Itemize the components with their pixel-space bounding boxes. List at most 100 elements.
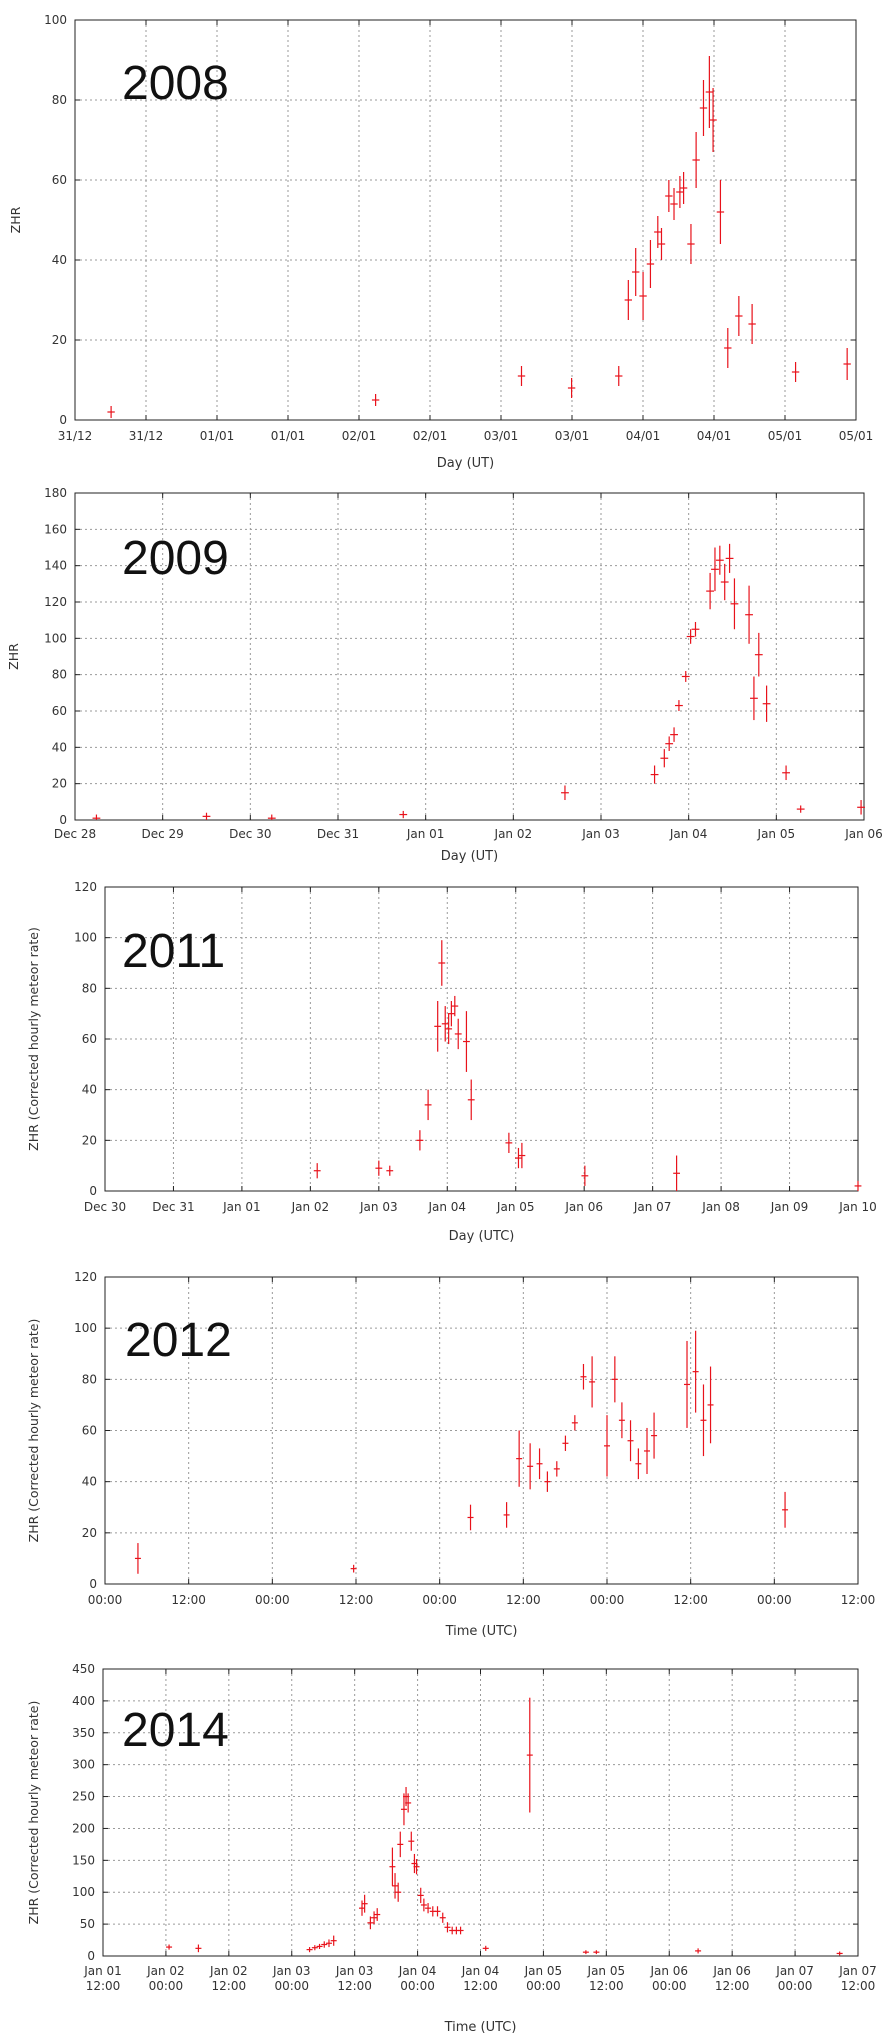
y-tick-label: 40 bbox=[82, 1083, 97, 1097]
data-point bbox=[467, 1504, 474, 1531]
data-point bbox=[311, 1945, 318, 1951]
data-point bbox=[416, 1130, 424, 1151]
x-tick-label: Jan 01 bbox=[222, 1200, 261, 1214]
y-tick-label: 120 bbox=[44, 595, 67, 609]
y-axis-label: ZHR bbox=[6, 643, 21, 670]
data-point bbox=[553, 1461, 560, 1477]
data-point bbox=[670, 188, 678, 220]
data-point bbox=[687, 224, 695, 264]
data-point bbox=[361, 1894, 368, 1913]
x-tick-label: Jan 09 bbox=[770, 1200, 809, 1214]
x-tick-label: Dec 31 bbox=[317, 827, 359, 841]
x-tick-label: Jan 04 bbox=[669, 827, 708, 841]
y-tick-label: 20 bbox=[82, 1133, 97, 1147]
y-tick-label: 100 bbox=[44, 13, 67, 27]
y-tick-label: 120 bbox=[74, 1270, 97, 1284]
series-points bbox=[134, 1330, 789, 1574]
data-point bbox=[724, 328, 732, 368]
data-point bbox=[517, 366, 526, 386]
data-point bbox=[639, 272, 647, 320]
data-point bbox=[676, 176, 684, 208]
x-tick-label: Jan 04 bbox=[461, 1964, 500, 1978]
data-point bbox=[857, 800, 865, 815]
x-tick-label: Jan 05 bbox=[524, 1964, 563, 1978]
x-tick-label: 03/01 bbox=[555, 429, 590, 443]
y-tick-label: 20 bbox=[52, 777, 67, 791]
data-point bbox=[367, 1916, 374, 1930]
y-axis-label: ZHR bbox=[8, 206, 23, 233]
y-tick-label: 0 bbox=[87, 1949, 95, 1963]
data-point bbox=[166, 1944, 173, 1950]
data-point bbox=[796, 805, 805, 813]
data-point bbox=[395, 1882, 402, 1902]
plot-frame bbox=[74, 19, 857, 421]
y-tick-label: 160 bbox=[44, 522, 67, 536]
data-point bbox=[720, 563, 729, 601]
x-tick-label: 12:00 bbox=[841, 1979, 876, 1993]
data-point bbox=[313, 1163, 321, 1179]
x-axis-label: Day (UTC) bbox=[449, 1229, 515, 1244]
data-point bbox=[417, 1887, 424, 1904]
data-point bbox=[375, 1160, 383, 1176]
x-tick-label: 00:00 bbox=[652, 1979, 687, 1993]
x-tick-label: Jan 04 bbox=[398, 1964, 437, 1978]
data-point bbox=[730, 578, 739, 630]
y-tick-label: 80 bbox=[52, 668, 67, 682]
data-point bbox=[444, 1922, 451, 1933]
data-point bbox=[706, 572, 714, 610]
data-point bbox=[711, 547, 719, 592]
data-point bbox=[439, 1912, 446, 1923]
data-point bbox=[699, 80, 708, 136]
x-tick-label: 12:00 bbox=[715, 1979, 750, 1993]
data-point bbox=[716, 180, 725, 244]
x-tick-label: 00:00 bbox=[149, 1979, 184, 1993]
data-point bbox=[516, 1430, 523, 1487]
x-tick-label: 31/12 bbox=[129, 429, 164, 443]
grid bbox=[105, 1277, 858, 1584]
data-point bbox=[454, 1018, 462, 1050]
data-point bbox=[527, 1443, 534, 1490]
x-tick-label: Jan 04 bbox=[427, 1200, 466, 1214]
x-tick-label: 00:00 bbox=[88, 1593, 123, 1607]
data-point bbox=[700, 1384, 707, 1457]
x-axis-label: Day (UT) bbox=[437, 456, 494, 471]
x-tick-label: Jan 06 bbox=[649, 1964, 688, 1978]
x-tick-label: 12:00 bbox=[506, 1593, 541, 1607]
data-point bbox=[627, 1420, 634, 1462]
data-point bbox=[750, 676, 758, 721]
data-point bbox=[518, 1142, 526, 1169]
data-point bbox=[665, 180, 673, 212]
x-tick-label: 00:00 bbox=[526, 1979, 561, 1993]
data-point bbox=[754, 632, 763, 677]
data-point bbox=[359, 1900, 366, 1916]
x-tick-label: 00:00 bbox=[590, 1593, 625, 1607]
x-tick-label: Jan 02 bbox=[494, 827, 533, 841]
data-point bbox=[715, 545, 724, 575]
data-point bbox=[107, 406, 115, 418]
data-point bbox=[735, 296, 743, 336]
x-tick-label: 01/01 bbox=[200, 429, 235, 443]
data-point bbox=[400, 1793, 407, 1826]
data-point bbox=[854, 1180, 862, 1191]
data-point bbox=[467, 1079, 475, 1121]
data-point bbox=[413, 1859, 420, 1875]
data-point bbox=[445, 1013, 453, 1045]
grid bbox=[105, 887, 858, 1191]
data-point bbox=[644, 1427, 651, 1474]
x-tick-label: 12:00 bbox=[339, 1593, 374, 1607]
data-point bbox=[438, 940, 446, 986]
x-tick-label: Dec 31 bbox=[152, 1200, 194, 1214]
x-tick-label: Jan 02 bbox=[291, 1200, 330, 1214]
x-tick-label: Jan 05 bbox=[587, 1964, 626, 1978]
data-point bbox=[762, 685, 771, 722]
data-point bbox=[399, 810, 408, 819]
data-point bbox=[580, 1363, 587, 1390]
data-point bbox=[371, 1911, 378, 1925]
x-tick-label: 00:00 bbox=[400, 1979, 435, 1993]
y-tick-label: 150 bbox=[72, 1853, 95, 1867]
data-point bbox=[673, 1155, 681, 1191]
x-tick-label: 12:00 bbox=[337, 1979, 372, 1993]
data-point bbox=[457, 1926, 464, 1935]
data-point bbox=[571, 1415, 578, 1431]
y-tick-label: 50 bbox=[80, 1917, 95, 1931]
